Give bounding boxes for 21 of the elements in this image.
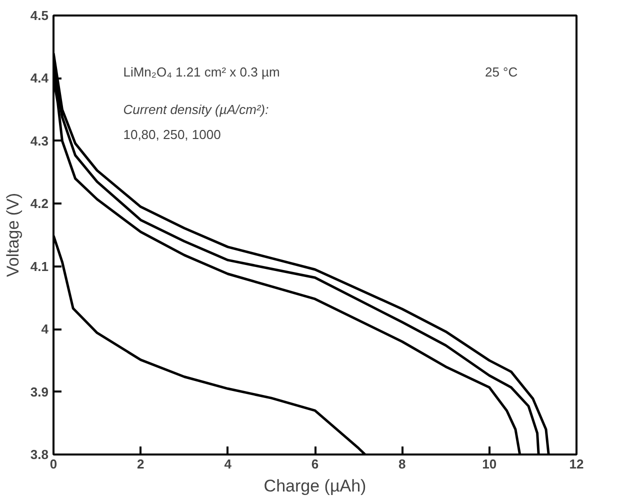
y-axis-title: Voltage (V) (3, 192, 22, 278)
x-tick-label: 0 (50, 456, 58, 472)
y-tick-label: 4.2 (30, 196, 49, 212)
x-tick-label: 4 (224, 456, 232, 472)
x-tick-label: 2 (137, 456, 144, 472)
annotation: 25 °C (484, 64, 518, 80)
y-tick-label: 4.3 (30, 133, 49, 148)
annotation: LiMn₂O₄ 1.21 cm² x 0.3 µm (123, 64, 280, 80)
x-tick-label: 10 (482, 456, 497, 472)
y-tick-label: 3.8 (30, 447, 49, 462)
x-tick-label: 6 (311, 456, 319, 472)
x-tick-label: 8 (398, 456, 406, 472)
y-tick-label: 4.4 (30, 70, 50, 86)
x-axis-title: Charge (µAh) (264, 476, 366, 496)
y-tick-label: 3.9 (30, 384, 49, 400)
x-tick-label: 12 (569, 456, 584, 472)
annotation: Current density (µA/cm²): (123, 102, 270, 118)
y-tick-label: 4.5 (30, 8, 49, 23)
annotation: 10,80, 250, 1000 (123, 127, 221, 142)
y-tick-label: 4.1 (30, 258, 49, 274)
y-tick-label: 4 (41, 322, 50, 337)
